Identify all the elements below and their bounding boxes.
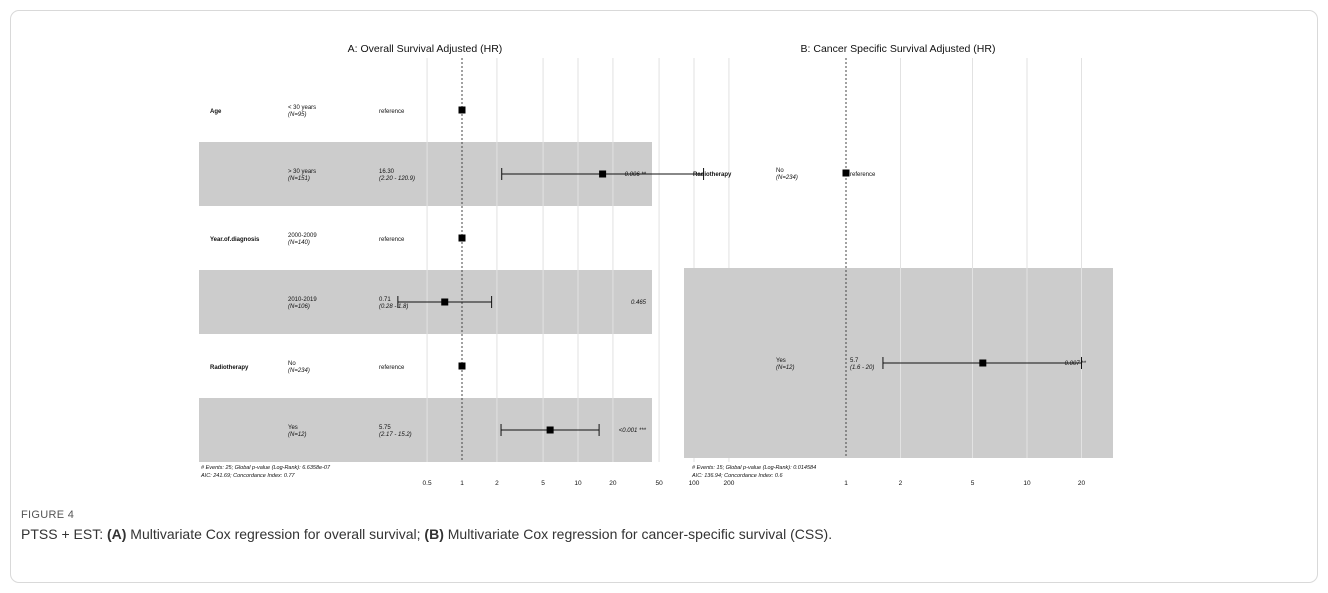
p-value-label: 0.465 [631,300,647,306]
variable-label: Year.of.diagnosis [210,237,260,243]
x-tick-label: 5 [541,480,545,487]
n-label: (N=106) [288,304,310,310]
estimate-label: 16.30 [379,169,395,175]
p-value-label: 0.006 ** [625,172,647,178]
estimate-label: reference [379,365,405,371]
hr-point [599,170,607,178]
forest-panel-a [199,58,730,462]
n-label: (N=151) [288,176,310,182]
estimate-label: reference [379,109,405,115]
x-tick-label: 20 [609,480,617,487]
estimate-label: 5.7 [850,358,859,364]
caption-part-1: (A) [106,526,127,542]
ci-label: (2.17 - 15.2) [379,432,412,438]
x-tick-label: 2 [495,480,499,487]
x-tick-label: 20 [1078,480,1086,487]
level-label: < 30 years [288,105,316,111]
panel-title: A: Overall Survival Adjusted (HR) [348,43,503,55]
x-tick-label: 50 [655,480,663,487]
x-tick-label: 5 [971,480,975,487]
estimate-label: 5.75 [379,425,391,431]
figure-caption-text: PTSS + EST: (A) Multivariate Cox regress… [21,526,1301,542]
figure-label: FIGURE 4 [21,509,75,521]
level-label: 2000-2009 [288,233,317,239]
level-label: Yes [288,425,298,431]
ci-label: (0.28 - 1.8) [379,304,408,310]
x-tick-label: 2 [899,480,903,487]
footnote-line: # Events: 25; Global p-value (Log-Rank):… [201,465,331,471]
hr-point [979,359,987,367]
figure-caption: FIGURE 4 PTSS + EST: (A) Multivariate Co… [21,509,1301,542]
hr-point [842,169,850,177]
x-tick-label: 100 [689,480,700,487]
n-label: (N=12) [776,365,795,371]
x-tick-label: 10 [1023,480,1031,487]
forest-plot-figure: A: Overall Survival Adjusted (HR) Age < 30… [199,43,1113,487]
level-label: Yes [776,358,786,364]
estimate-label: reference [379,237,405,243]
hr-point [458,106,466,114]
footnote-line: # Events: 15; Global p-value (Log-Rank):… [692,465,816,471]
variable-label: Radiotherapy [693,172,732,178]
panel-title: B: Cancer Specific Survival Adjusted (HR… [801,43,996,55]
x-tick-label: 0.5 [423,480,432,487]
forest-panel-b [684,58,1113,458]
n-label: (N=95) [288,112,307,118]
n-label: (N=12) [288,432,307,438]
hr-point [441,298,449,306]
ci-label: (2.20 - 120.9) [379,176,415,182]
footnote-line: AIC: 136.94; Concordance Index: 0.6 [691,473,783,479]
hr-point [546,426,554,434]
n-label: (N=234) [776,175,798,181]
variable-label: Age [210,109,222,115]
x-tick-label: 1 [460,480,464,487]
variable-label: Radiotherapy [210,365,249,371]
caption-part-2: Multivariate Cox regression for overall … [126,526,425,542]
footnote-line: AIC: 241.69; Concordance Index: 0.77 [200,473,296,479]
n-label: (N=234) [288,368,310,374]
hr-point [458,362,466,370]
ci-label: (1.6 - 20) [850,365,874,371]
estimate-label: 0.71 [379,297,391,303]
x-tick-label: 10 [574,480,582,487]
x-tick-label: 1 [844,480,848,487]
n-label: (N=140) [288,240,310,246]
p-value-label: 0.007 ** [1065,361,1087,367]
hr-point [458,234,466,242]
x-tick-label: 200 [723,480,734,487]
level-label: No [776,168,784,174]
caption-part-4: Multivariate Cox regression for cancer-s… [443,526,833,542]
p-value-label: <0.001 *** [619,428,647,434]
estimate-label: reference [850,172,876,178]
level-label: > 30 years [288,169,316,175]
level-label: 2010-2019 [288,297,317,303]
caption-part-0: PTSS + EST: [21,526,107,542]
caption-part-3: (B) [424,526,444,542]
level-label: No [288,361,296,367]
